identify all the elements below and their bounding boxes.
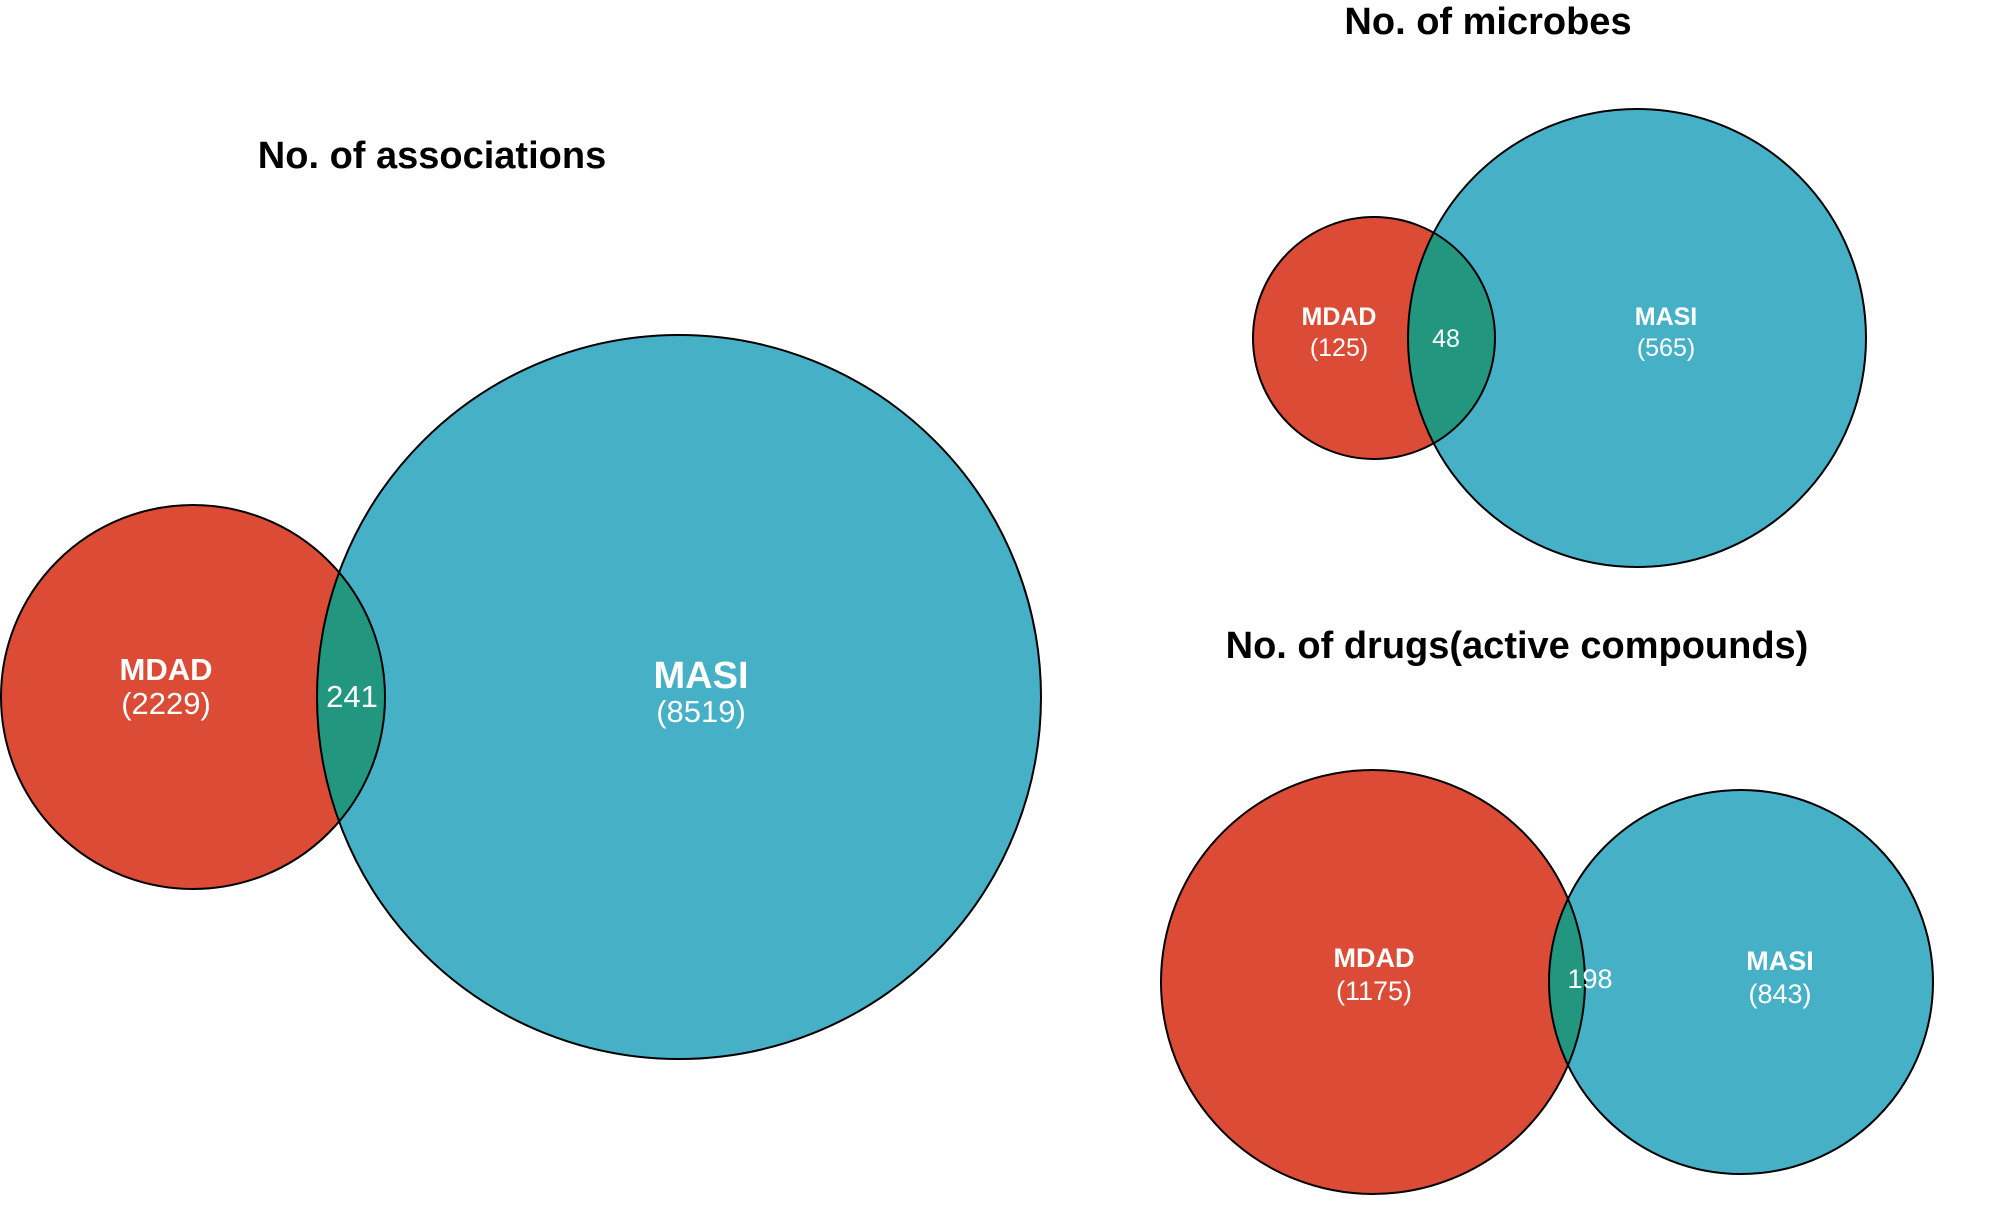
microbes-masi-circle [1408,109,1866,567]
drugs-overlap-count: 198 [1567,964,1612,994]
drugs-masi-count: (843) [1748,979,1811,1009]
associations-masi-count: (8519) [656,694,746,729]
microbes-mdad-outline [1252,216,1496,460]
drugs-mdad-label: MDAD [1334,943,1415,973]
drugs-mdad-circle [1161,770,1585,1194]
associations-title: No. of associations [258,135,606,177]
microbes-masi-count: (565) [1637,334,1695,362]
drugs-mdad-count: (1175) [1336,976,1412,1006]
associations-mdad-count: (2229) [121,686,211,721]
microbes-masi-label: MASI [1635,303,1698,331]
microbes-masi-outline [1407,108,1867,568]
drugs-mdad-outline [1160,769,1586,1195]
microbes-title: No. of microbes [1344,1,1631,43]
associations-masi-circle [317,335,1041,1059]
associations-mdad-label: MDAD [120,652,213,687]
drugs-masi-outline [1548,789,1934,1175]
microbes-overlap-count: 48 [1432,325,1460,353]
associations-masi-label: MASI [654,655,749,697]
drugs-masi-label: MASI [1746,946,1814,976]
associations-masi-outline [316,334,1042,1060]
venn-associations: No. of associations MDAD (2229) 241 MASI… [0,135,1042,1060]
venn-microbes: No. of microbes MDAD (125) 48 MASI (565) [1252,1,1867,568]
microbes-mdad-count: (125) [1310,334,1368,362]
microbes-mdad-label: MDAD [1302,303,1377,331]
drugs-title: No. of drugs(active compounds) [1226,625,1809,667]
associations-mdad-circle [1,505,385,889]
venn-drugs: No. of drugs(active compounds) MDAD (117… [1160,625,1934,1195]
associations-mdad-outline [0,504,386,890]
associations-overlap-count: 241 [326,679,378,714]
drugs-masi-circle [1549,790,1933,1174]
